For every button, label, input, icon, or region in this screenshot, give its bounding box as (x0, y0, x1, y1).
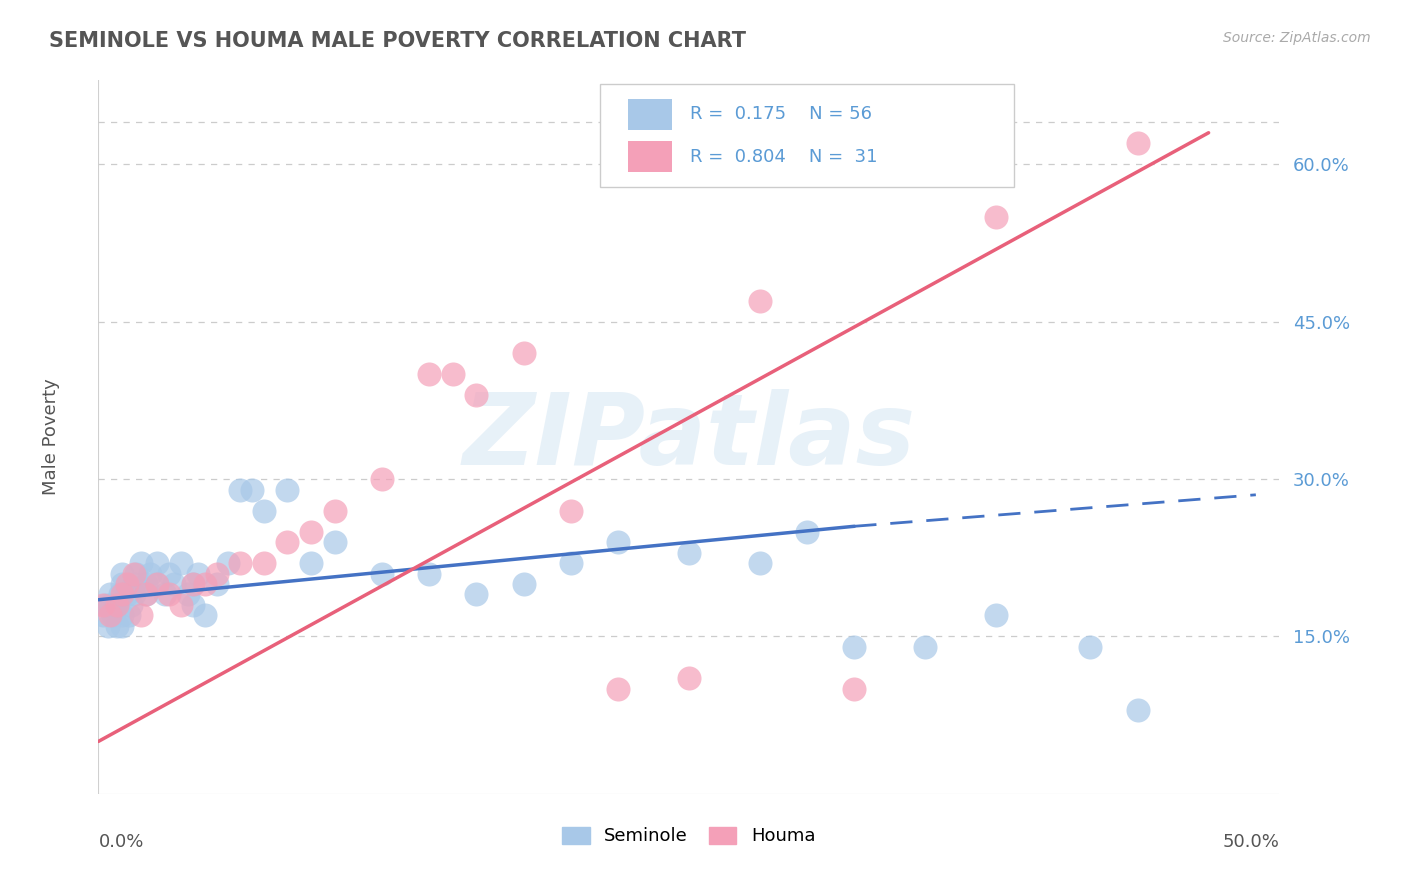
Point (118, 608, 141, 623)
Point (560, 556, 582, 570)
Point (844, 681, 866, 696)
Point (217, 556, 239, 570)
Point (418, 367, 440, 381)
Point (678, 545, 700, 559)
Point (135, 587, 157, 601)
Point (146, 577, 169, 591)
Point (135, 587, 157, 601)
Text: R =  0.175    N = 56: R = 0.175 N = 56 (690, 105, 872, 123)
FancyBboxPatch shape (627, 99, 672, 130)
Point (181, 577, 204, 591)
Text: Source: ZipAtlas.com: Source: ZipAtlas.com (1223, 31, 1371, 45)
Point (181, 577, 204, 591)
Point (98, 608, 121, 623)
Point (105, 619, 128, 633)
Point (146, 556, 169, 570)
Point (187, 566, 209, 581)
Point (115, 587, 138, 601)
Point (1080, 640, 1102, 654)
Point (844, 640, 866, 654)
Point (157, 587, 180, 601)
Point (253, 503, 276, 517)
Point (111, 587, 134, 601)
Text: R =  0.804    N =  31: R = 0.804 N = 31 (690, 148, 877, 166)
Point (170, 556, 193, 570)
Text: ZIPatlas: ZIPatlas (463, 389, 915, 485)
Point (748, 556, 770, 570)
Point (111, 577, 134, 591)
Point (181, 598, 204, 612)
Point (146, 577, 169, 591)
Point (984, 210, 1007, 224)
Point (98, 598, 121, 612)
Point (163, 577, 186, 591)
Point (205, 577, 228, 591)
Point (108, 587, 131, 601)
Point (796, 524, 818, 539)
Point (276, 483, 298, 497)
Point (135, 577, 157, 591)
Point (177, 587, 200, 601)
Point (122, 566, 145, 581)
Point (98, 587, 121, 601)
Point (748, 293, 770, 308)
Point (512, 346, 534, 360)
Point (121, 598, 143, 612)
Point (560, 503, 582, 517)
Text: 0.0%: 0.0% (98, 833, 143, 851)
Point (122, 577, 145, 591)
Point (678, 672, 700, 686)
Point (371, 472, 394, 486)
Point (104, 598, 127, 612)
Point (240, 483, 263, 497)
Point (139, 566, 162, 581)
Point (914, 640, 936, 654)
Point (512, 577, 534, 591)
Point (105, 598, 128, 612)
Point (1126, 136, 1149, 151)
Point (194, 577, 217, 591)
Point (323, 503, 346, 517)
Point (111, 619, 134, 633)
Point (205, 566, 228, 581)
Point (253, 556, 276, 570)
Point (91, 598, 114, 612)
Point (229, 483, 252, 497)
Point (1126, 703, 1149, 717)
Point (91, 608, 114, 623)
Text: 50.0%: 50.0% (1223, 833, 1279, 851)
Legend: Seminole, Houma: Seminole, Houma (555, 820, 823, 853)
Point (101, 608, 124, 623)
Point (129, 608, 152, 623)
Point (122, 587, 145, 601)
Point (229, 556, 252, 570)
Point (194, 608, 217, 623)
FancyBboxPatch shape (600, 84, 1014, 187)
Point (441, 367, 464, 381)
Point (276, 535, 298, 549)
Point (94, 598, 117, 612)
Text: Male Poverty: Male Poverty (42, 379, 60, 495)
Point (97, 619, 120, 633)
Text: SEMINOLE VS HOUMA MALE POVERTY CORRELATION CHART: SEMINOLE VS HOUMA MALE POVERTY CORRELATI… (49, 31, 747, 51)
Point (299, 524, 322, 539)
Point (115, 577, 138, 591)
Point (153, 587, 176, 601)
Point (465, 388, 488, 402)
Point (371, 566, 394, 581)
Point (323, 535, 346, 549)
Point (607, 681, 630, 696)
Point (299, 556, 322, 570)
Point (111, 566, 134, 581)
Point (125, 566, 148, 581)
Point (111, 608, 134, 623)
Point (465, 587, 488, 601)
FancyBboxPatch shape (627, 141, 672, 172)
Point (170, 598, 193, 612)
Point (984, 608, 1007, 623)
Point (129, 556, 152, 570)
Point (418, 566, 440, 581)
Point (157, 566, 180, 581)
Point (607, 535, 630, 549)
